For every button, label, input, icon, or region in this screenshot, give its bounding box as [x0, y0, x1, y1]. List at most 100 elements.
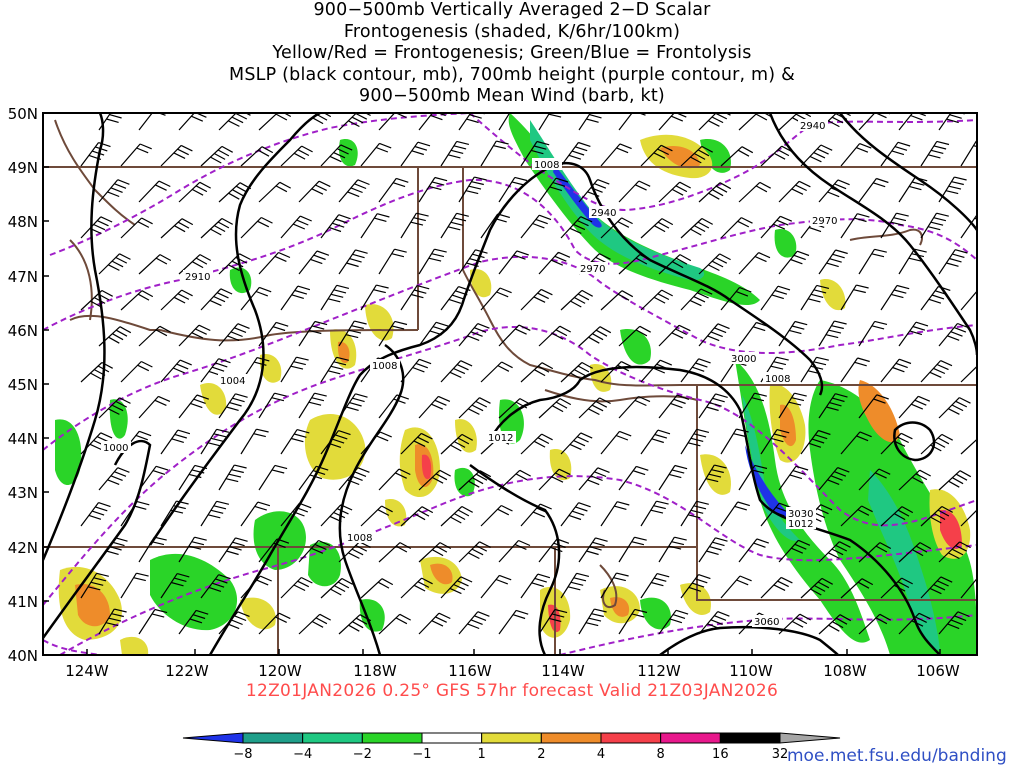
- wind-barb: [520, 573, 551, 599]
- colorbar-box: [481, 732, 542, 744]
- wind-barb: [778, 392, 807, 419]
- wind-barb: [760, 285, 791, 311]
- wind-barb: [360, 142, 392, 167]
- chart-title-block: 900−500mb Vertically Averaged 2−D Scalar…: [0, 0, 1024, 108]
- wind-barb: [640, 289, 673, 311]
- wind-barb: [578, 179, 610, 203]
- title-line-2: Frontogenesis (shaded, K/6hr/100km): [343, 21, 681, 42]
- colorbar-label: 2: [537, 747, 545, 762]
- svg-text:2970: 2970: [812, 216, 837, 227]
- wind-barb: [458, 397, 491, 419]
- colorbar-box: [242, 732, 304, 744]
- wind-barb: [258, 612, 291, 635]
- wind-barb: [320, 430, 351, 455]
- height-label: 2940: [798, 119, 828, 132]
- wind-barb: [818, 614, 852, 635]
- wind-barb: [538, 251, 571, 275]
- wind-barb: [298, 613, 331, 635]
- wind-barb: [858, 613, 891, 635]
- wind-barb: [200, 574, 231, 599]
- wind-barb: [800, 577, 833, 599]
- wind-barb: [298, 320, 328, 347]
- mslp-label: 1000: [101, 441, 131, 454]
- wind-barb: [898, 113, 926, 131]
- wind-barb: [760, 502, 792, 527]
- contour-label-group: 1008 1008 1004 1000 1012 1008 1008 1012 …: [101, 119, 840, 628]
- wind-barb: [858, 542, 892, 563]
- wind-barb: [818, 541, 851, 563]
- height-label: 2910: [183, 270, 213, 283]
- wind-barb: [560, 432, 593, 455]
- wind-barb: [378, 320, 408, 347]
- wind-barb: [120, 360, 153, 383]
- wind-barb: [418, 395, 451, 419]
- wind-barb: [218, 182, 252, 203]
- lat-label: 43N: [8, 484, 38, 502]
- colorbar-box: [540, 732, 602, 744]
- wind-barb: [138, 325, 171, 347]
- wind-barb: [418, 542, 452, 563]
- svg-text:1004: 1004: [220, 376, 245, 387]
- wind-barb: [640, 429, 671, 455]
- wind-barb: [98, 608, 127, 635]
- wind-barb: [578, 608, 607, 635]
- wind-barb: [280, 356, 309, 383]
- wind-barb: [418, 113, 446, 131]
- wind-barb: [720, 428, 749, 455]
- wind-barb: [360, 284, 389, 311]
- wind-barb: [178, 536, 207, 563]
- wind-barb: [458, 176, 487, 203]
- wind-barb: [960, 438, 977, 455]
- mslp-label: 1012: [486, 431, 516, 444]
- wind-barb: [480, 504, 513, 527]
- wind-barb: [138, 395, 171, 419]
- wind-barb: [818, 467, 850, 491]
- wind-barb: [538, 468, 571, 491]
- wind-barb: [178, 181, 211, 203]
- wind-barb: [960, 509, 977, 527]
- wind-barb: [138, 180, 171, 203]
- wind-barb: [400, 141, 431, 167]
- wind-barb: [458, 113, 485, 131]
- wind-barb: [858, 394, 889, 419]
- wind-barb: [938, 470, 972, 491]
- wind-barb: [498, 176, 528, 203]
- wind-barb: [160, 429, 191, 455]
- wind-barb: [938, 113, 965, 131]
- wind-barb: [418, 176, 448, 203]
- wind-barb: [160, 500, 189, 527]
- wind-barb: [338, 320, 367, 347]
- wind-barb: [298, 180, 331, 203]
- wind-barb: [98, 326, 132, 347]
- wind-barb: [640, 500, 669, 527]
- wind-barb: [800, 284, 830, 311]
- title-line-4: MSLP (black contour, mb), 700mb height (…: [229, 64, 795, 85]
- wind-barb: [240, 286, 272, 311]
- colorbar-box: [660, 732, 721, 744]
- wind-barb: [840, 505, 873, 527]
- wind-barb: [578, 326, 612, 347]
- svg-text:2910: 2910: [185, 272, 210, 283]
- wind-barb: [280, 285, 311, 311]
- wind-barb: [738, 252, 771, 275]
- lon-label: 118W: [353, 662, 397, 680]
- colorbar: −8 −4 −2 −1 1 2 4 8 16 32: [182, 732, 841, 762]
- svg-text:1008: 1008: [372, 361, 397, 372]
- wind-barb: [400, 285, 430, 311]
- wind-barb: [538, 177, 569, 203]
- wind-barb: [258, 464, 288, 491]
- svg-text:1008: 1008: [534, 160, 559, 171]
- lon-label: 116W: [448, 662, 492, 680]
- height-label: 2940: [589, 206, 619, 219]
- wind-barb: [480, 574, 512, 599]
- wind-barb: [538, 325, 571, 347]
- lat-label: 40N: [8, 647, 38, 665]
- colorbar-label: 16: [712, 747, 729, 762]
- colorbar-label: 8: [657, 747, 665, 762]
- wind-barb: [658, 254, 692, 275]
- wind-barb: [640, 218, 674, 239]
- wind-barb: [538, 538, 570, 563]
- wind-barb: [418, 321, 449, 347]
- wind-barb: [880, 358, 912, 383]
- wind-barb: [658, 181, 691, 203]
